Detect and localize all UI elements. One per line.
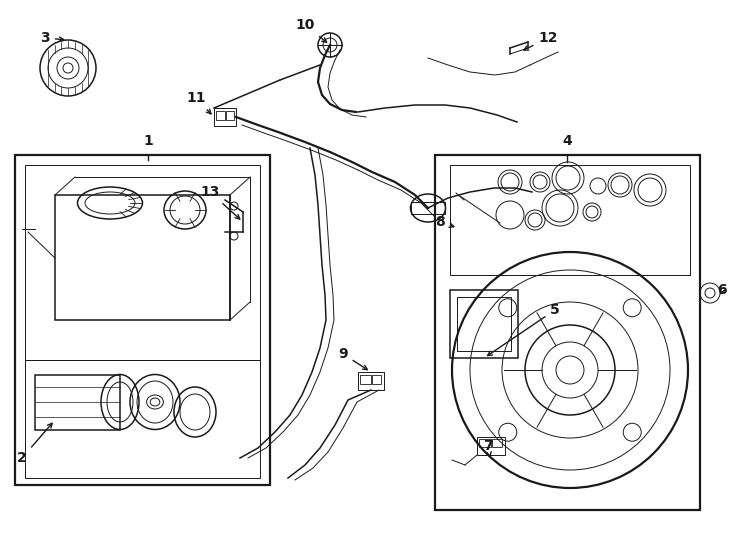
Bar <box>457 297 511 351</box>
Bar <box>372 375 381 384</box>
Text: 7: 7 <box>483 439 493 457</box>
Bar <box>25 360 260 478</box>
Text: 2: 2 <box>17 423 52 465</box>
Text: 5: 5 <box>487 303 560 355</box>
Bar <box>226 111 234 120</box>
Text: 12: 12 <box>524 31 558 50</box>
Text: 9: 9 <box>338 347 367 370</box>
Bar <box>450 290 518 358</box>
Bar <box>360 375 371 384</box>
Text: 4: 4 <box>562 134 572 148</box>
Bar <box>25 165 260 360</box>
Bar <box>35 375 120 430</box>
Text: 6: 6 <box>717 283 727 297</box>
Bar <box>214 108 236 126</box>
Text: 10: 10 <box>295 18 327 42</box>
Bar <box>435 155 700 510</box>
Bar <box>477 437 505 455</box>
Text: 11: 11 <box>186 91 211 114</box>
Text: 8: 8 <box>435 215 454 229</box>
Bar <box>492 439 502 447</box>
Bar <box>15 155 270 485</box>
Bar <box>411 202 445 214</box>
Text: 13: 13 <box>200 185 240 219</box>
Text: 3: 3 <box>40 31 64 45</box>
Bar <box>216 111 225 120</box>
Bar <box>55 195 230 320</box>
Bar <box>479 439 491 447</box>
Bar <box>450 165 690 275</box>
Bar <box>358 372 384 390</box>
Text: 1: 1 <box>143 134 153 148</box>
